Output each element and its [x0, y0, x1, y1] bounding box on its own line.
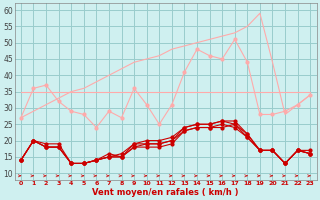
X-axis label: Vent moyen/en rafales ( km/h ): Vent moyen/en rafales ( km/h ) — [92, 188, 239, 197]
